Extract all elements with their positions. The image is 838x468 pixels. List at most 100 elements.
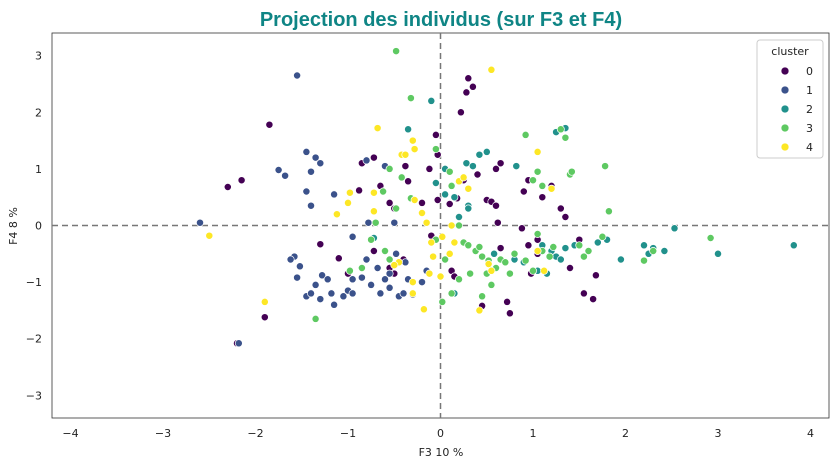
legend-label-cluster-1: 1 [806,84,813,97]
data-point-cluster-0 [524,241,533,250]
data-point-cluster-4 [369,188,378,197]
data-point-cluster-0 [538,193,547,202]
data-point-cluster-3 [529,266,537,275]
data-point-cluster-0 [223,183,232,191]
data-point-cluster-1 [392,249,401,258]
data-point-cluster-0 [418,198,426,207]
data-point-cluster-1 [307,201,315,210]
data-point-cluster-3 [385,164,394,173]
data-point-cluster-3 [538,181,547,190]
data-point-cluster-0 [355,186,364,195]
data-point-cluster-2 [660,247,669,255]
data-point-cluster-2 [455,213,463,221]
data-point-cluster-1 [323,275,332,284]
x-axis-ticks: −4 −3 −2 −1 0 1 2 3 4 [62,427,814,440]
y-axis-label: F4 8 % [7,207,20,245]
data-point-cluster-2 [441,190,450,199]
data-point-cluster-3 [311,314,320,323]
data-point-cluster-0 [425,164,434,173]
data-point-cluster-4 [445,249,454,258]
data-point-cluster-1 [293,71,302,80]
legend-label-cluster-3: 3 [806,122,813,135]
data-point-cluster-1 [196,218,204,227]
data-point-cluster-1 [373,264,382,272]
data-point-cluster-0 [462,88,471,97]
data-point-cluster-1 [286,255,295,264]
data-point-cluster-2 [670,224,679,233]
data-point-cluster-1 [316,159,325,168]
data-point-cluster-0 [265,120,274,129]
data-point-cluster-4 [436,272,445,281]
data-point-cluster-4 [484,260,493,268]
data-point-cluster-0 [385,198,394,207]
data-point-cluster-3 [533,230,542,238]
data-point-cluster-2 [714,249,722,258]
data-point-cluster-3 [545,252,554,261]
data-point-cluster-1 [399,289,408,298]
data-point-cluster-3 [447,181,456,190]
y-tick-label: 3 [35,50,42,63]
y-tick-label: −1 [26,276,42,289]
data-point-cluster-0 [493,218,502,227]
data-points [196,47,798,348]
data-point-cluster-0 [473,170,482,179]
data-point-cluster-3 [357,264,366,272]
data-point-cluster-1 [418,278,426,287]
legend-box [756,39,824,159]
data-point-cluster-3 [533,167,542,176]
data-point-cluster-4 [373,124,382,133]
data-point-cluster-1 [348,232,357,241]
data-point-cluster-4 [547,184,556,193]
legend-marker-cluster-3 [780,123,790,133]
x-tick-label: −1 [340,427,356,440]
data-point-cluster-0 [445,200,454,208]
data-point-cluster-2 [431,179,440,187]
x-tick-label: 3 [715,427,722,440]
data-point-cluster-1 [376,289,385,298]
data-point-cluster-1 [307,167,315,176]
data-point-cluster-1 [330,190,339,199]
data-point-cluster-2 [593,238,602,247]
data-point-cluster-2 [640,241,648,250]
data-point-cluster-0 [468,82,477,91]
data-point-cluster-1 [330,300,339,309]
data-point-cluster-3 [379,187,388,196]
data-point-cluster-1 [307,289,315,298]
data-point-cluster-1 [316,295,325,304]
data-point-cluster-3 [601,162,610,171]
y-tick-label: −3 [26,389,42,402]
data-point-cluster-4 [464,184,473,193]
data-point-cluster-3 [529,176,537,185]
y-tick-label: 0 [35,220,42,233]
data-point-cluster-3 [478,252,487,261]
data-point-cluster-4 [427,238,436,247]
data-point-cluster-1 [362,255,371,264]
data-point-cluster-4 [260,297,269,306]
data-point-cluster-0 [404,177,413,186]
data-point-cluster-2 [556,255,565,264]
x-tick-label: −4 [62,427,78,440]
data-point-cluster-0 [456,108,465,117]
data-point-cluster-3 [385,255,394,264]
data-point-cluster-3 [501,258,510,267]
data-point-cluster-3 [438,297,447,306]
data-point-cluster-3 [706,234,715,242]
legend-marker-cluster-0 [780,66,790,76]
x-tick-label: −2 [247,427,263,440]
data-point-cluster-0 [492,164,500,173]
data-point-cluster-1 [339,292,348,301]
data-point-cluster-3 [575,241,584,250]
data-point-cluster-0 [561,213,570,221]
legend-marker-cluster-4 [780,142,790,152]
data-point-cluster-4 [401,150,410,159]
data-point-cluster-3 [447,289,456,298]
data-point-cluster-0 [566,264,574,272]
data-point-cluster-3 [521,130,530,139]
data-point-cluster-4 [408,289,417,298]
data-point-cluster-3 [505,269,514,278]
data-point-cluster-4 [410,145,419,154]
data-point-cluster-0 [591,271,600,280]
data-point-cluster-3 [549,243,558,251]
data-point-cluster-3 [510,249,519,258]
x-tick-label: 0 [437,427,444,440]
